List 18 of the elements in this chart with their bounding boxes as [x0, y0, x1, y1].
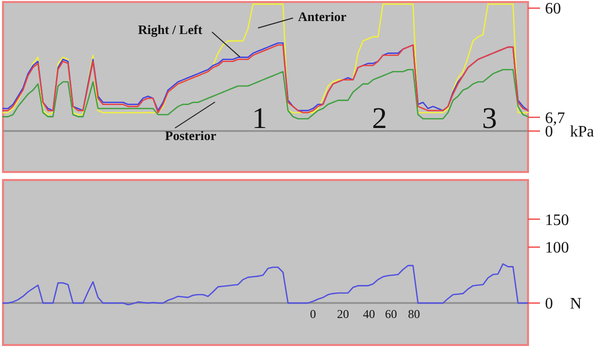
annotation: 0 [310, 307, 316, 321]
annotation: 80 [408, 307, 420, 321]
annotation: 60 [385, 307, 397, 321]
annotation: 40 [363, 307, 375, 321]
series-label: Anterior [298, 9, 347, 24]
annotation: 3 [482, 102, 497, 135]
y-tick-label: 60 [545, 0, 561, 18]
annotation: 2 [372, 102, 387, 135]
y-tick-label: 150 [545, 212, 569, 229]
series-label: Posterior [165, 128, 216, 143]
annotation: Right / Left [138, 22, 203, 37]
y-tick-label: 100 [545, 240, 569, 257]
y-axis-title: kPa [570, 124, 594, 141]
y-axis-title: N [570, 296, 582, 313]
annotation: 20 [337, 307, 349, 321]
annotation: 1 [252, 102, 267, 135]
line-series [2, 263, 529, 306]
y-tick-label: 0 [545, 296, 553, 313]
